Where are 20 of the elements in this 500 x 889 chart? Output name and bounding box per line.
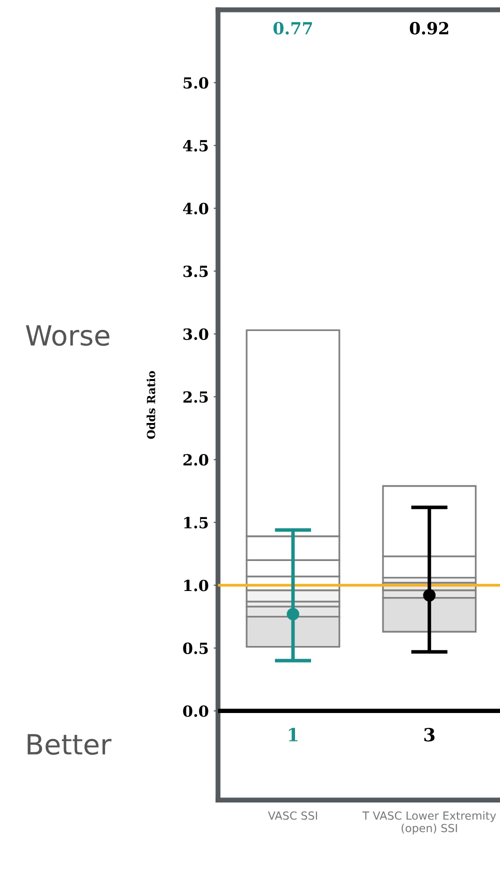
y-tick-label: 3.0 [183, 328, 208, 340]
y-tick-label: 0.0 [183, 705, 208, 717]
annotation: 0.77 [273, 22, 312, 35]
annotation: 1 [288, 728, 298, 742]
y-tick-label: 4.5 [183, 140, 208, 152]
annotation: 3 [424, 728, 434, 742]
y-tick-label: 1.0 [184, 580, 208, 592]
y-tick-label: 3.5 [183, 266, 208, 278]
y-tick-label: 1.5 [184, 516, 208, 528]
y-tick-label: 2.0 [183, 454, 208, 466]
annotation: 0.92 [410, 22, 448, 35]
x-tick-label: VASC SSI [268, 811, 318, 820]
y-tick-label: 2.5 [183, 391, 208, 403]
y-axis-title: Odds Ratio [146, 370, 156, 439]
y-tick-label: 4.0 [183, 202, 208, 214]
x-tick-label: T VASC Lower Extremity (open) SSI [362, 811, 496, 834]
text: Better [28, 734, 112, 755]
y-tick-label: 5.0 [184, 77, 208, 89]
y-tick-label: 0.5 [183, 642, 208, 654]
text: Worse [26, 325, 110, 346]
